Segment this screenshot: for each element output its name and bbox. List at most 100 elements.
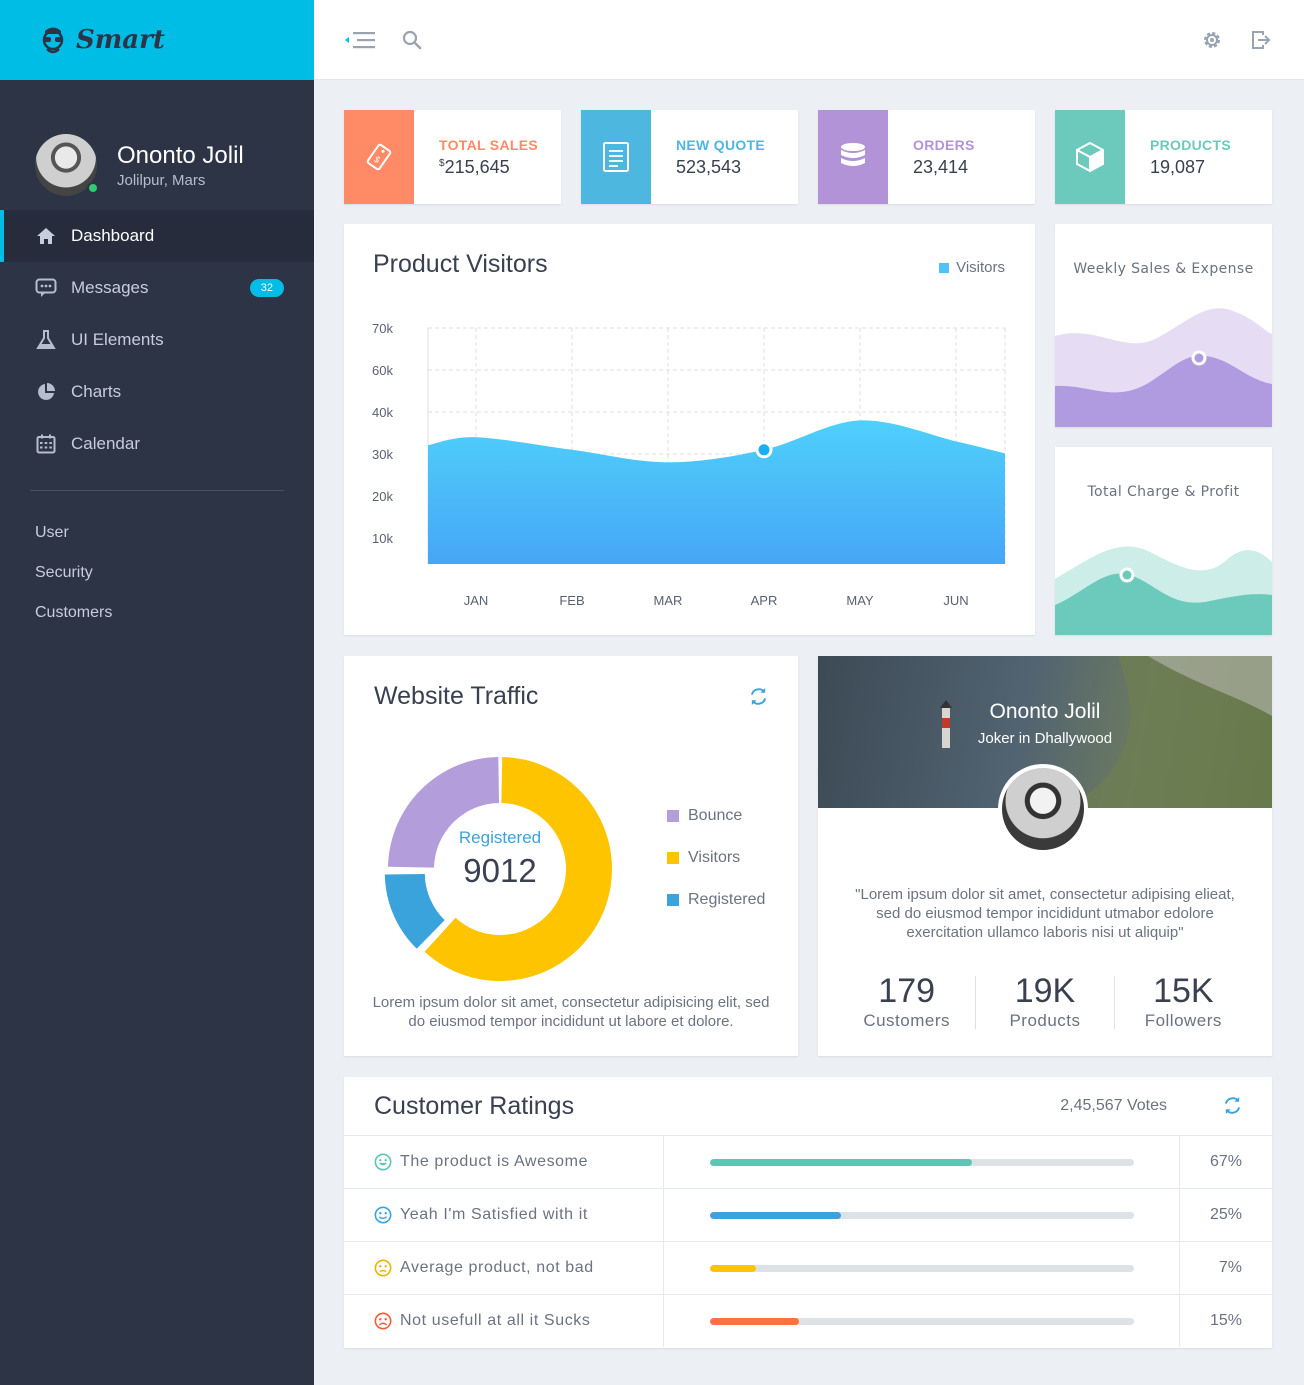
- rating-row: Average product, not bad 7%: [344, 1241, 1272, 1294]
- menu-toggle-icon[interactable]: [344, 30, 376, 54]
- nav-label: Dashboard: [71, 226, 155, 245]
- profile-stat-followers: 15K Followers: [1115, 972, 1252, 1031]
- profile-subtitle: Joker in Dhallywood: [977, 730, 1113, 747]
- website-traffic-card: Website Traffic Registered 9012 Bounce V…: [344, 656, 798, 1056]
- sidebar-item-customers[interactable]: Customers: [35, 604, 113, 621]
- legend-item-registered: Registered: [667, 879, 765, 921]
- search-icon[interactable]: [402, 30, 422, 54]
- sales-wave: [1055, 355, 1272, 427]
- y-tick-label: 20k: [372, 489, 393, 504]
- nav-item-dashboard[interactable]: Dashboard: [0, 210, 314, 262]
- profile-avatar[interactable]: [998, 764, 1088, 854]
- profit-wave: [1055, 573, 1272, 635]
- user-location: Jolilpur, Mars: [117, 171, 206, 189]
- nav-label: UI Elements: [71, 330, 164, 349]
- chart-legend: Visitors: [939, 259, 1005, 276]
- calendar-icon: [35, 433, 57, 455]
- customer-ratings-card: Customer Ratings 2,45,567 Votes The prod…: [344, 1077, 1272, 1348]
- stat-label: TOTAL SALES: [439, 137, 538, 153]
- stat-label: PRODUCTS: [1150, 137, 1231, 153]
- stat-label: NEW QUOTE: [676, 137, 766, 153]
- card-title: Total Charge & Profit: [1087, 484, 1240, 500]
- stat-caption: Customers: [863, 1011, 950, 1030]
- profile-stat-products: 19K Products: [976, 972, 1113, 1031]
- profile-card: Ononto Jolil Joker in Dhallywood "Lorem …: [818, 656, 1272, 1056]
- rating-row: Yeah I'm Satisfied with it 25%: [344, 1188, 1272, 1241]
- nav-item-calendar[interactable]: Calendar: [0, 418, 314, 470]
- refresh-icon[interactable]: [749, 687, 768, 710]
- logo-bar: Smart: [0, 0, 314, 80]
- nav-label: Messages: [71, 278, 149, 297]
- y-tick-label: 30k: [372, 447, 393, 462]
- flask-icon: [35, 329, 57, 351]
- database-icon: [818, 110, 888, 204]
- y-tick-label: 40k: [372, 405, 393, 420]
- product-visitors-card: Product Visitors Visitors 10k 20k 30k 40k 60…: [344, 224, 1035, 635]
- rating-percent: 25%: [1209, 1206, 1242, 1223]
- logout-icon[interactable]: [1251, 30, 1271, 54]
- total-charge-wave-chart: [1055, 546, 1272, 635]
- donut-center-label: Registered: [458, 828, 542, 847]
- traffic-legend: Bounce Visitors Registered: [667, 795, 765, 921]
- settings-icon[interactable]: [1202, 30, 1222, 54]
- stat-card-products[interactable]: PRODUCTS 19,087: [1055, 110, 1272, 204]
- stat-value: 523,543: [676, 157, 742, 177]
- stat-value: 23,414: [913, 157, 969, 177]
- legend-item-bounce: Bounce: [667, 795, 765, 837]
- stat-number: 179: [878, 972, 936, 1010]
- topbar: [314, 0, 1304, 80]
- stat-caption: Followers: [1144, 1011, 1222, 1030]
- nav-item-charts[interactable]: Charts: [0, 366, 314, 418]
- document-icon: [581, 110, 651, 204]
- weekly-highlight-point: [1191, 350, 1207, 366]
- stat-number: 15K: [1153, 972, 1214, 1010]
- stat-value: $215,645: [439, 157, 510, 177]
- stat-card-new-quote[interactable]: NEW QUOTE 523,543: [581, 110, 798, 204]
- nav-item-messages[interactable]: Messages 32: [0, 262, 314, 314]
- rating-percent: 7%: [1218, 1259, 1242, 1276]
- rating-row: The product is Awesome 67%: [344, 1135, 1272, 1188]
- sidebar-item-user[interactable]: User: [35, 524, 69, 541]
- legend-label: Visitors: [688, 849, 741, 866]
- chat-icon: [35, 277, 57, 299]
- brand-name: Smart: [76, 25, 165, 55]
- donut-slice-bounce: [388, 757, 500, 868]
- visitors-chart: 10k 20k 30k 40k 60k 70k JAN FEB MAR APR MAY JUN: [372, 321, 1006, 608]
- smile-face-icon: [374, 1206, 392, 1224]
- rating-progress-fill: [709, 1317, 799, 1325]
- profile-quote: "Lorem ipsum dolor sit amet, consectetur…: [855, 886, 1235, 941]
- rating-label: Not usefull at all it Sucks: [400, 1312, 591, 1329]
- refresh-icon[interactable]: [1223, 1096, 1242, 1119]
- card-title: Website Traffic: [374, 682, 539, 710]
- happy-face-icon: [374, 1153, 392, 1171]
- rating-label: The product is Awesome: [400, 1153, 589, 1170]
- user-name: Ononto Jolil: [117, 141, 244, 169]
- card-title: Customer Ratings: [374, 1092, 575, 1120]
- pie-chart-icon: [35, 381, 57, 403]
- stat-label: ORDERS: [913, 137, 975, 153]
- stat-card-orders[interactable]: ORDERS 23,414: [818, 110, 1035, 204]
- x-tick-label: FEB: [559, 593, 584, 608]
- nav-label: Charts: [71, 382, 122, 401]
- legend-item-visitors: Visitors: [667, 837, 765, 879]
- rating-label: Average product, not bad: [400, 1259, 594, 1276]
- legend-swatch: [667, 852, 679, 864]
- y-tick-label: 10k: [372, 531, 393, 546]
- stat-divider: [975, 976, 977, 1029]
- nav-item-ui-elements[interactable]: UI Elements: [0, 314, 314, 366]
- messages-badge: 32: [249, 279, 284, 297]
- rating-label: Yeah I'm Satisfied with it: [400, 1206, 588, 1223]
- legend-label: Visitors: [956, 259, 1005, 276]
- sidebar-item-security[interactable]: Security: [35, 564, 93, 581]
- donut-center-value: 9012: [463, 852, 537, 889]
- sidebar: Smart Ononto Jolil Jolilpur, Mars Dashbo…: [0, 0, 314, 1385]
- stat-card-total-sales[interactable]: $ TOTAL SALES $215,645: [344, 110, 561, 204]
- avatar[interactable]: [35, 134, 99, 196]
- main-nav: Dashboard Messages 32 UI Elements Charts: [0, 210, 314, 470]
- charge-highlight-point: [1119, 567, 1135, 583]
- rating-progress: [709, 1264, 1134, 1272]
- total-charge-card: Total Charge & Profit: [1055, 447, 1272, 635]
- x-tick-label: MAR: [654, 593, 683, 608]
- cube-icon: [1055, 110, 1125, 204]
- rating-percent: 15%: [1209, 1312, 1242, 1329]
